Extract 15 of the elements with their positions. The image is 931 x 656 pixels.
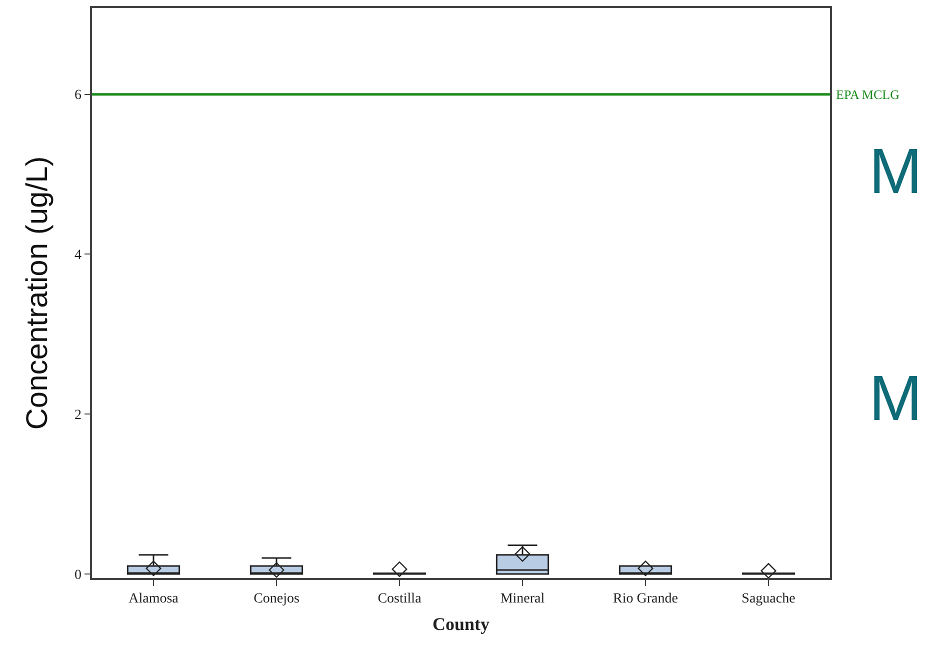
x-tick-label: Conejos [254,592,300,607]
x-tick-label: Alamosa [128,592,180,607]
x-tick-label: Costilla [378,592,422,607]
y-tick-label: 4 [74,248,82,264]
ref-line-label: EPA MCLG [836,87,900,102]
text: M [869,135,922,207]
y-tick-label: 0 [74,568,82,583]
x-axis-title: County [432,614,490,634]
x-tick-label: Mineral [500,592,545,607]
text: M [869,362,922,434]
x-tick-label: Saguache [742,592,796,607]
y-tick-label: 2 [74,408,82,424]
y-axis-title: Concentration (ug/L) [20,156,54,430]
x-tick-label: Rio Grande [613,592,678,607]
y-tick-label: 6 [74,88,82,104]
